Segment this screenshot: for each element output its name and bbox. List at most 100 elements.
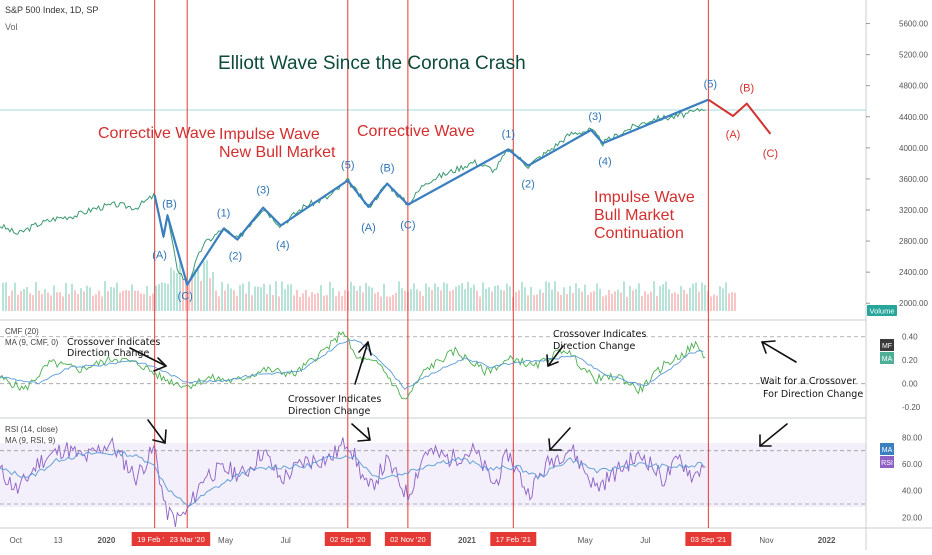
volume-bar xyxy=(215,290,217,311)
volume-bar xyxy=(386,296,388,311)
volume-bar xyxy=(197,267,199,311)
date-marker-label-2: 23 Mar '20 xyxy=(170,535,205,544)
arrow-5-icon xyxy=(147,419,167,444)
volume-bar xyxy=(209,278,211,311)
volume-bar xyxy=(716,295,718,311)
volume-bar xyxy=(326,295,328,311)
time-tick-label: May xyxy=(218,536,233,545)
volume-bar xyxy=(263,283,265,311)
volume-bar xyxy=(392,294,394,311)
projection-label-3: (C) xyxy=(763,148,778,160)
vol-label: Vol xyxy=(5,22,18,32)
volume-bar xyxy=(116,282,118,311)
wave-label-layer: (A) (B) (C) (1) (2) (3) (4) (5) (A) (B) (C) (1) (2) (… xyxy=(152,79,778,303)
volume-bar xyxy=(17,294,19,311)
volume-bar xyxy=(398,281,400,311)
time-tick-label: 2022 xyxy=(818,536,836,545)
volume-bar xyxy=(38,290,40,311)
volume-bar xyxy=(338,291,340,311)
volume-bar xyxy=(62,296,64,311)
volume-bar xyxy=(623,281,625,311)
volume-bar xyxy=(125,289,127,311)
volume-bar xyxy=(458,285,460,311)
volume-bar xyxy=(245,293,247,311)
volume-bar xyxy=(578,288,580,311)
projection-label-2: (B) xyxy=(739,83,754,95)
volume-bar xyxy=(278,296,280,311)
volume-bar xyxy=(524,287,526,311)
volume-bar xyxy=(584,284,586,311)
wave-label-2: (B) xyxy=(162,198,177,210)
volume-bar xyxy=(182,279,184,311)
volume-bar xyxy=(176,272,178,311)
volume-bar xyxy=(293,295,295,311)
volume-bar xyxy=(248,281,250,311)
volume-bar xyxy=(566,294,568,311)
projection-label-1: (A) xyxy=(726,129,741,141)
volume-bar xyxy=(143,294,145,311)
volume-bar xyxy=(335,296,337,311)
cmf-tick-label: 0.00 xyxy=(902,380,918,389)
price-tick-label: 4000.00 xyxy=(899,144,928,153)
rsi-series-line xyxy=(0,436,706,527)
date-marker-label-5: 17 Feb '21 xyxy=(496,535,531,544)
date-marker-label-6: 03 Sep '21 xyxy=(691,535,727,544)
arrow-7-icon xyxy=(548,427,571,451)
volume-bar xyxy=(44,289,46,311)
time-tick-label: 2020 xyxy=(98,536,116,545)
panel-grid xyxy=(0,336,866,505)
phase-label-impulse-1: Impulse Wave xyxy=(219,126,320,143)
volume-bar xyxy=(260,287,262,311)
volume-bar xyxy=(602,296,604,311)
volume-bar xyxy=(668,289,670,311)
volume-bar xyxy=(488,287,490,311)
time-tick-label: Oct xyxy=(10,536,23,545)
volume-bar xyxy=(59,292,61,311)
volume-bar xyxy=(362,292,364,311)
volume-bar xyxy=(698,291,700,311)
volume-bar xyxy=(734,292,736,311)
volume-bar xyxy=(242,283,244,311)
volume-bar xyxy=(404,290,406,311)
volume-bar xyxy=(152,293,154,311)
annotation-crossover-1: Crossover Indicates xyxy=(67,337,160,348)
volume-bar xyxy=(218,296,220,311)
volume-bar xyxy=(560,294,562,311)
volume-bar xyxy=(455,286,457,311)
volume-bar xyxy=(557,291,559,311)
volume-bar xyxy=(485,288,487,311)
wave-label-10: (B) xyxy=(380,163,395,175)
volume-bar xyxy=(461,283,463,311)
phase-label-impulse-2: Impulse Wave xyxy=(594,189,695,206)
volume-bar xyxy=(95,294,97,311)
volume-bar xyxy=(620,292,622,311)
wave-label-13: (2) xyxy=(521,179,534,191)
volume-bar xyxy=(674,292,676,311)
volume-bar xyxy=(227,283,229,311)
volume-bar xyxy=(380,296,382,311)
arrow-1-icon xyxy=(129,347,167,372)
date-marker-badge-3 xyxy=(324,532,371,546)
rsi-label: RSI (14, close) xyxy=(5,425,58,434)
volume-bar xyxy=(272,295,274,311)
price-tick-label: 2000.00 xyxy=(899,299,928,308)
volume-bar xyxy=(665,281,667,311)
volume-bar xyxy=(314,294,316,311)
volume-bar xyxy=(308,296,310,311)
volume-bar xyxy=(233,290,235,311)
volume-bar xyxy=(101,296,103,311)
wave-label-6: (3) xyxy=(256,185,269,197)
volume-bar xyxy=(266,294,268,311)
volume-bar xyxy=(221,281,223,311)
volume-bar xyxy=(224,290,226,311)
volume-bar xyxy=(269,284,271,311)
volume-bar xyxy=(389,296,391,311)
volume-bar xyxy=(470,287,472,311)
volume-bar xyxy=(686,294,688,311)
wave-layer xyxy=(153,98,772,286)
phase-label-corrective-1: Corrective Wave xyxy=(98,125,216,142)
volume-bar xyxy=(89,287,91,311)
volume-bar xyxy=(500,289,502,311)
volume-bar xyxy=(527,295,529,311)
